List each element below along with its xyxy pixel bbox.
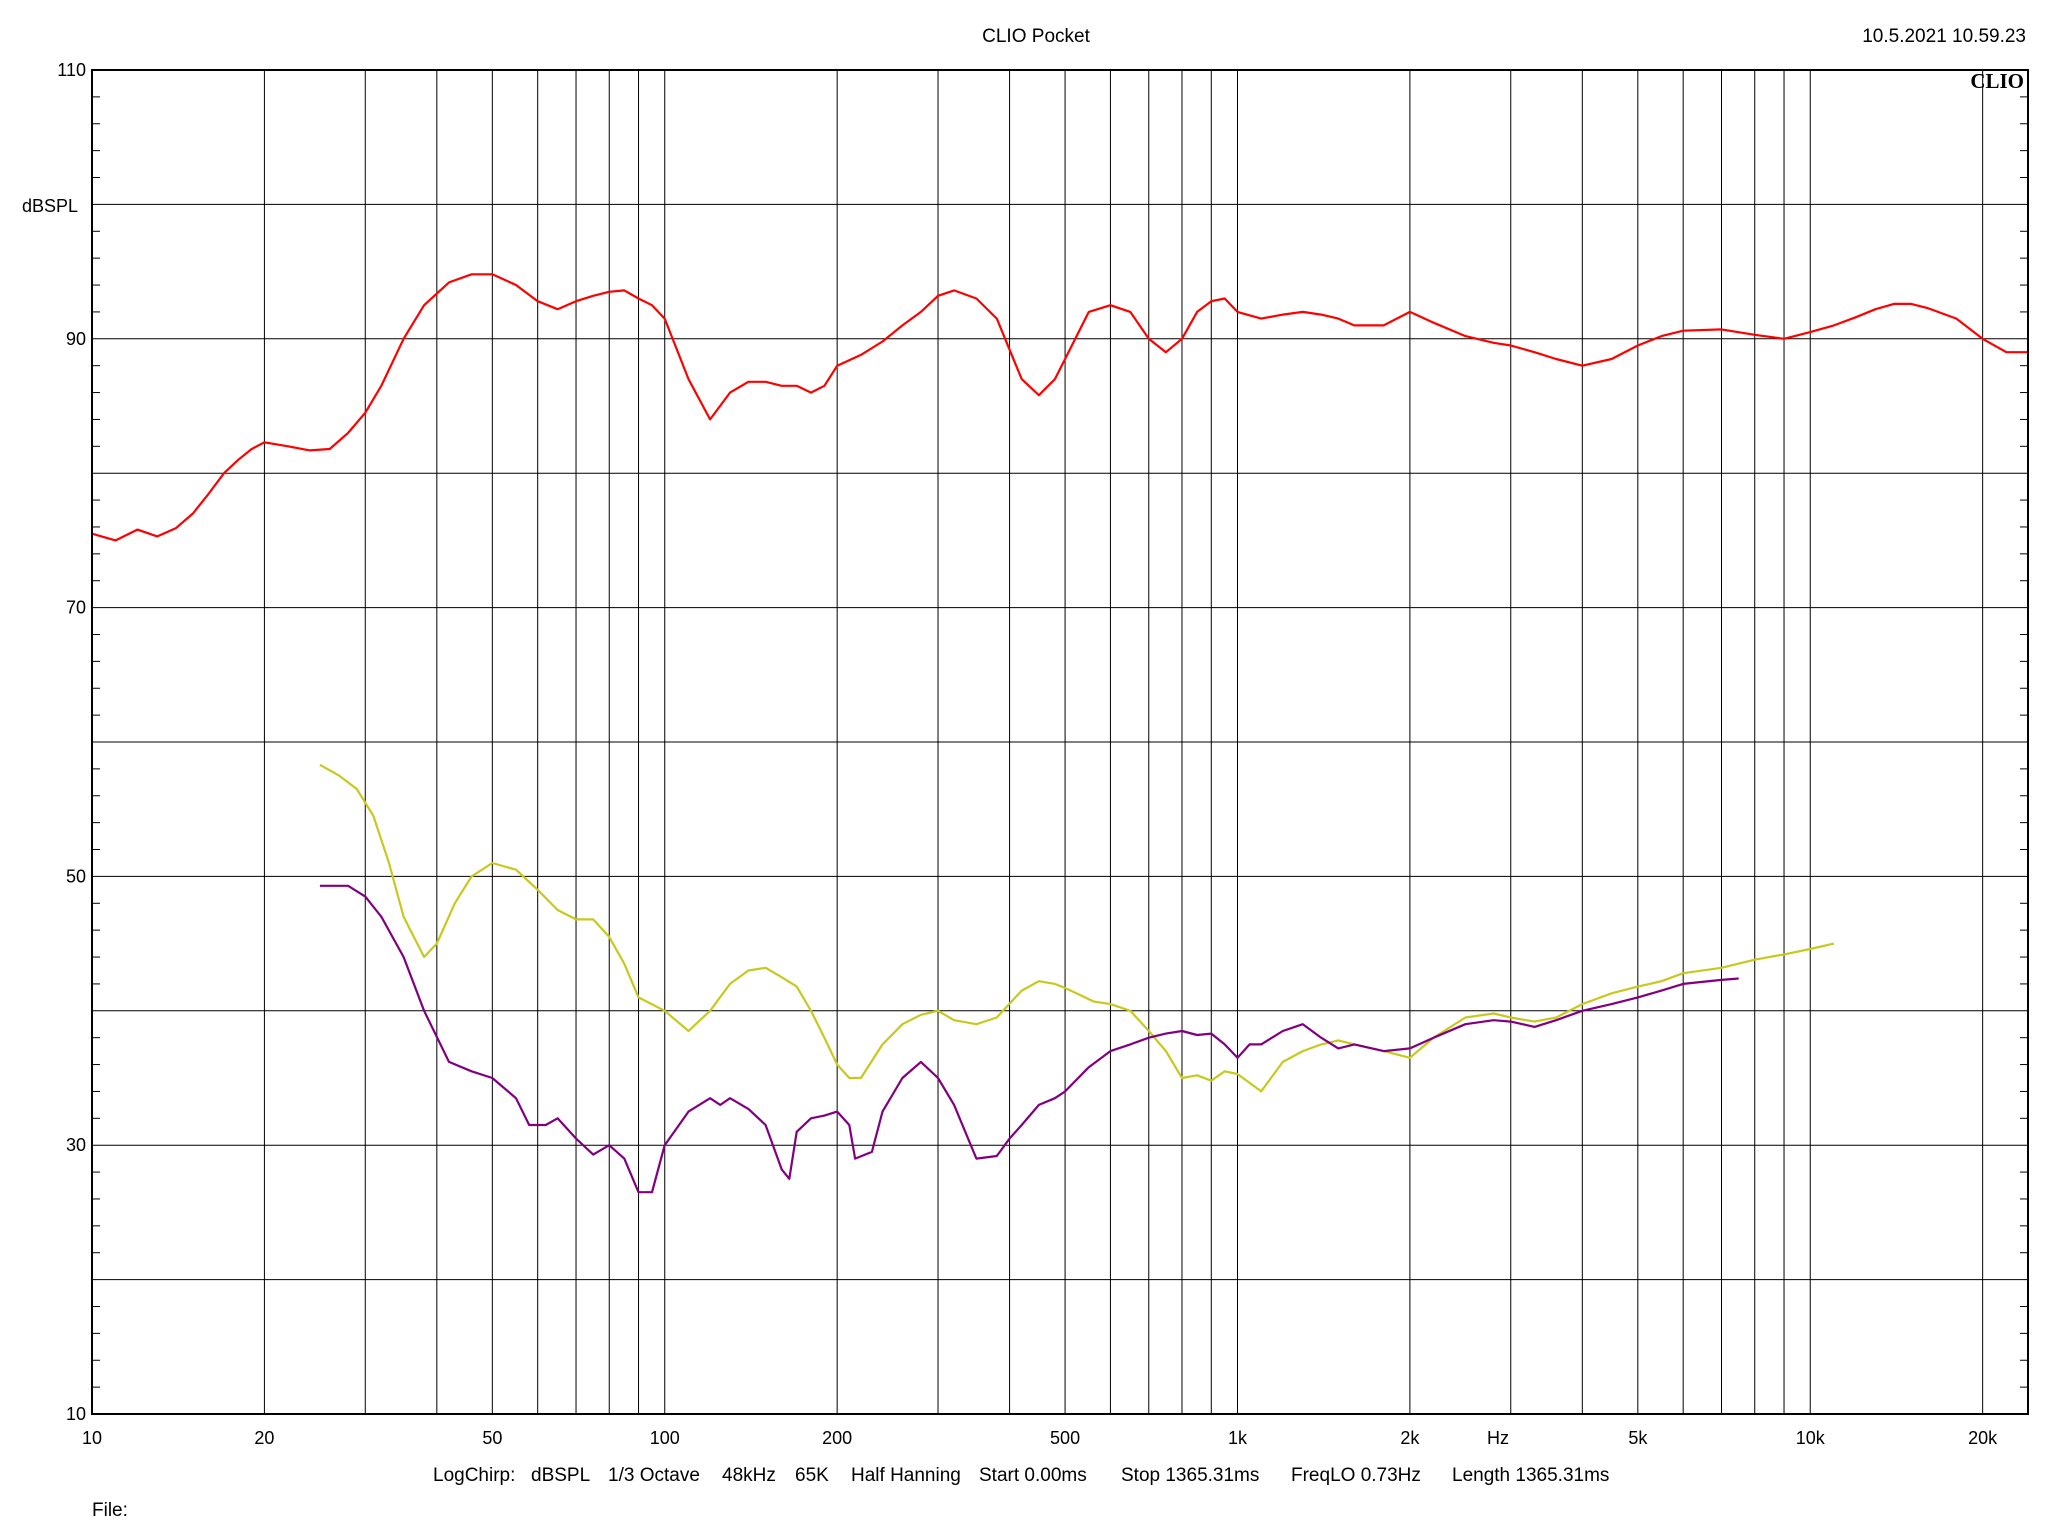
settings-item: LogChirp: (433, 1465, 515, 1486)
x-tick-label: 5k (1628, 1428, 1648, 1448)
measurement-settings: LogChirp: dBSPL 1/3 Octave 48kHz 65K Half Han… (433, 1465, 1609, 1486)
settings-item: Stop 1365.31ms (1121, 1465, 1259, 1486)
x-tick-label: 20k (1968, 1428, 1998, 1448)
x-tick-label: 10k (1796, 1428, 1826, 1448)
x-tick-label: 1k (1228, 1428, 1248, 1448)
x-tick-label: 20 (254, 1428, 274, 1448)
settings-item: Length 1365.31ms (1452, 1465, 1609, 1486)
settings-item: 65K (795, 1465, 829, 1486)
clio-brand-mark: CLIO (1970, 69, 2024, 93)
plot-frame (91, 69, 2029, 1415)
x-tick-label: 100 (650, 1428, 680, 1448)
y-tick-label: 90 (66, 329, 86, 349)
series-layer (91, 273, 2028, 1194)
x-tick-label: 500 (1050, 1428, 1080, 1448)
series-line-2 (319, 763, 1835, 1093)
file-label: File: (92, 1500, 128, 1521)
settings-item: 1/3 Octave (608, 1465, 700, 1486)
x-tick-label: 2k (1400, 1428, 1420, 1448)
y-axis-label: dBSPL (22, 196, 78, 216)
y-tick-label: 110 (57, 60, 86, 80)
settings-item: dBSPL (531, 1465, 590, 1486)
x-tick-labels: 10 20 50 100 200 500 1k 2k 5k 10k 20k (82, 1428, 1998, 1448)
x-tick-label: 50 (482, 1428, 502, 1448)
settings-item: Start 0.00ms (979, 1465, 1087, 1486)
settings-item: 48kHz (722, 1465, 776, 1486)
series-line-1 (91, 273, 2028, 542)
grid (92, 70, 2028, 1414)
x-tick-label: 200 (822, 1428, 852, 1448)
y-tick-label: 30 (66, 1135, 86, 1155)
y-tick-labels: 110 90 70 50 30 10 (57, 60, 86, 1424)
chart-title: CLIO Pocket (982, 26, 1090, 47)
y-tick-label: 50 (66, 866, 86, 886)
series-line-3 (319, 884, 1739, 1194)
y-tick-label: 70 (66, 598, 86, 618)
x-axis-label: Hz (1487, 1428, 1509, 1448)
settings-item: FreqLO 0.73Hz (1291, 1465, 1421, 1486)
y-tick-label: 10 (66, 1404, 86, 1424)
timestamp: 10.5.2021 10.59.23 (1862, 26, 2026, 47)
settings-item: Half Hanning (851, 1465, 961, 1486)
x-tick-label: 10 (82, 1428, 102, 1448)
